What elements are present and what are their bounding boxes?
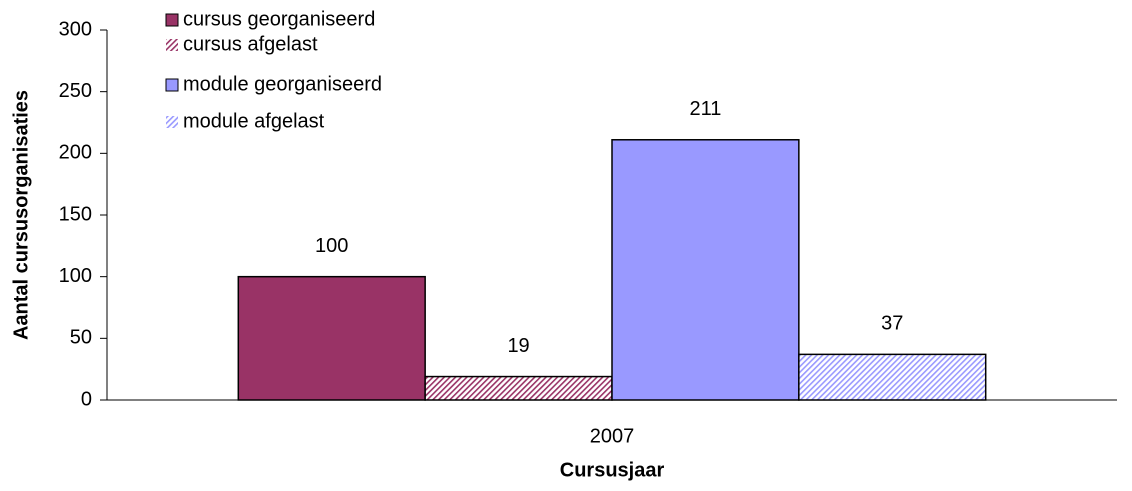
y-axis-label: Aantal cursusorganisaties (10, 90, 32, 340)
data-label: 100 (315, 235, 348, 257)
y-tick-label: 50 (70, 327, 92, 349)
legend-label: cursus afgelast (183, 33, 318, 55)
y-tick-label: 200 (59, 142, 92, 164)
legend-label: cursus georganiseerd (183, 8, 375, 30)
y-tick-label: 0 (81, 388, 92, 410)
x-axis-label: Cursusjaar (560, 459, 665, 481)
bar (424, 375, 613, 401)
y-tick-label: 150 (59, 203, 92, 225)
bar (237, 275, 426, 401)
legend-swatch (166, 116, 178, 128)
legend-label: module georganiseerd (183, 73, 382, 95)
y-tick-label: 300 (59, 18, 92, 40)
bar (611, 139, 800, 401)
data-label: 211 (689, 98, 721, 120)
bar (798, 353, 987, 401)
x-tick-label: 2007 (590, 425, 635, 447)
legend-swatch (165, 78, 179, 92)
data-label: 37 (881, 313, 903, 335)
legend-swatch (165, 13, 179, 27)
y-tick-label: 250 (59, 80, 92, 102)
y-tick-label: 100 (59, 265, 92, 287)
legend-label: module afgelast (183, 110, 325, 132)
legend-swatch (166, 39, 178, 51)
data-label: 19 (507, 335, 529, 357)
